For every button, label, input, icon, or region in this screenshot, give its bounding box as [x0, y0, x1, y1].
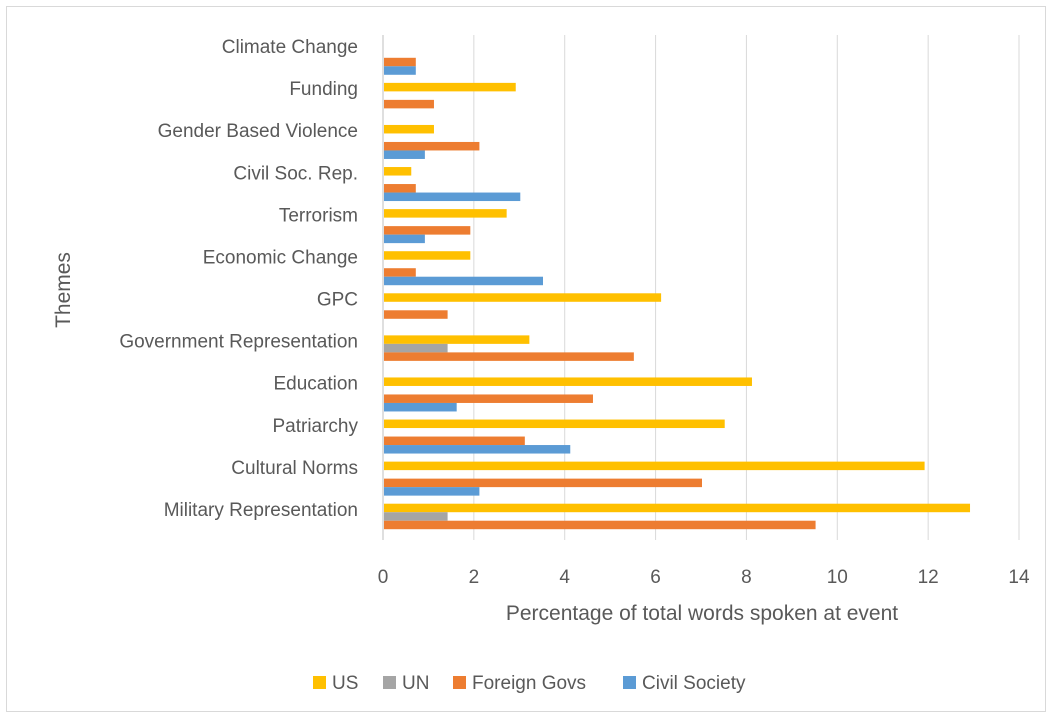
bar-foreign-govs — [384, 310, 448, 319]
category-label: Cultural Norms — [231, 458, 358, 479]
bar-us — [384, 419, 725, 429]
x-tick-label: 14 — [1008, 567, 1030, 588]
legend-label: UN — [402, 673, 429, 694]
legend-swatch — [453, 676, 466, 689]
bar-us — [384, 335, 530, 344]
category-label: Education — [273, 374, 358, 395]
category-label: Economic Change — [203, 247, 358, 268]
bar-foreign-govs — [384, 226, 471, 235]
legend-label: Civil Society — [642, 673, 746, 694]
category-label: Funding — [289, 79, 358, 100]
x-tick-label: 6 — [650, 567, 661, 588]
bar-civil-society — [384, 276, 543, 286]
bar-foreign-govs — [384, 520, 816, 530]
bar-us — [384, 461, 925, 471]
bar-foreign-govs — [384, 352, 634, 361]
legend-label: US — [332, 673, 358, 694]
bar-civil-society — [384, 402, 457, 412]
bar-us — [384, 377, 752, 386]
bar-foreign-govs — [384, 394, 593, 403]
category-label: Climate Change — [222, 37, 358, 58]
bar-foreign-govs — [384, 57, 416, 67]
bar-us — [384, 167, 412, 176]
category-label: Civil Soc. Rep. — [233, 163, 358, 184]
bar-us — [384, 293, 662, 302]
category-label: Gender Based Violence — [158, 121, 358, 142]
bar-civil-society — [384, 150, 425, 159]
bar-foreign-govs — [384, 141, 480, 151]
bar-foreign-govs — [384, 436, 525, 446]
category-labels: Climate Change Funding Gender Based Violen… — [119, 37, 358, 521]
gridlines — [382, 35, 1020, 540]
bar-foreign-govs — [384, 184, 416, 193]
bar-foreign-govs — [384, 478, 702, 488]
legend-label: Foreign Govs — [472, 673, 586, 694]
x-tick-label: 12 — [918, 567, 939, 588]
bar-civil-society — [384, 487, 480, 496]
category-label: Military Representation — [164, 500, 358, 521]
bar-us — [384, 124, 434, 134]
bar-us — [384, 82, 516, 92]
category-label: Patriarchy — [272, 416, 358, 437]
bar-foreign-govs — [384, 99, 434, 109]
x-tick-label: 2 — [469, 567, 480, 588]
x-tick-label: 0 — [378, 567, 389, 588]
bar-civil-society — [384, 445, 571, 454]
category-label: Terrorism — [279, 205, 358, 226]
legend-swatch — [383, 676, 396, 689]
bar-foreign-govs — [384, 268, 416, 277]
bar-us — [384, 251, 471, 260]
legend-swatch — [623, 676, 636, 689]
x-tick-label: 8 — [741, 567, 752, 588]
bar-civil-society — [384, 234, 425, 244]
category-label: Government Representation — [119, 332, 358, 353]
x-tick-label: 4 — [559, 567, 570, 588]
bar-civil-society — [384, 192, 521, 202]
bar-us — [384, 209, 507, 218]
bars — [384, 57, 971, 530]
bar-un — [384, 512, 448, 521]
category-label: GPC — [317, 290, 358, 311]
x-tick-labels: 0 2 4 6 8 10 12 14 — [378, 567, 1030, 588]
legend: US UN Foreign Govs Civil Society — [313, 673, 746, 694]
bar-us — [384, 503, 971, 513]
x-axis-title: Percentage of total words spoken at even… — [506, 602, 898, 625]
legend-swatch — [313, 676, 326, 689]
x-tick-label: 10 — [827, 567, 848, 588]
bar-un — [384, 343, 448, 353]
bar-civil-society — [384, 66, 416, 75]
y-axis-title: Themes — [52, 252, 75, 328]
